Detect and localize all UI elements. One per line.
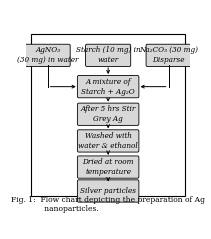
FancyBboxPatch shape <box>31 34 185 196</box>
FancyBboxPatch shape <box>86 44 131 66</box>
Text: Washed with
water & ethanol: Washed with water & ethanol <box>78 132 138 150</box>
FancyBboxPatch shape <box>146 44 191 66</box>
Text: Na₂CO₃ (30 mg)
Disparse: Na₂CO₃ (30 mg) Disparse <box>139 46 198 64</box>
FancyBboxPatch shape <box>77 180 139 202</box>
Text: Fig. 1:  Flow chart depicting the preparation of Ag
              nanoparticles.: Fig. 1: Flow chart depicting the prepara… <box>11 196 205 213</box>
FancyBboxPatch shape <box>77 76 139 98</box>
Text: Dried at room
temperature: Dried at room temperature <box>82 158 134 176</box>
Text: A mixture of
Starch + Ag₂O: A mixture of Starch + Ag₂O <box>81 78 135 96</box>
FancyBboxPatch shape <box>25 44 70 66</box>
FancyBboxPatch shape <box>77 103 139 125</box>
FancyBboxPatch shape <box>77 130 139 152</box>
FancyBboxPatch shape <box>77 156 139 178</box>
Text: AgNO₃
(30 mg) in water: AgNO₃ (30 mg) in water <box>17 46 78 64</box>
Text: After 5 hrs Stir
Grey Ag: After 5 hrs Stir Grey Ag <box>80 105 136 123</box>
Text: Silver particles: Silver particles <box>80 187 136 195</box>
Text: Starch (10 mg) in
water: Starch (10 mg) in water <box>76 46 141 64</box>
